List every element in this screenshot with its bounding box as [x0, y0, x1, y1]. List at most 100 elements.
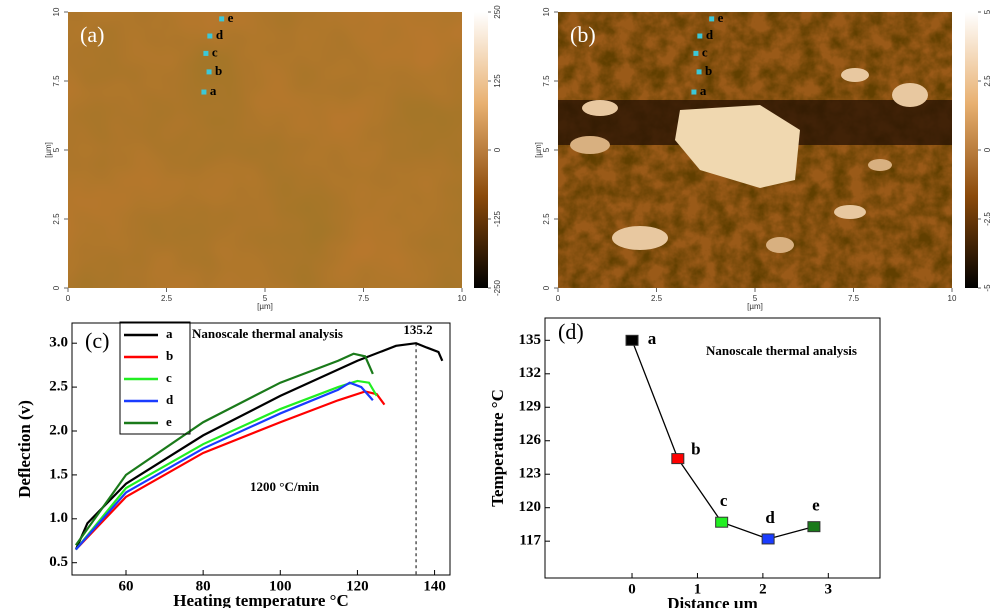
y-tick-label: 0 [542, 285, 551, 290]
y-tick-label: 5 [52, 147, 61, 152]
point-label: e [228, 10, 234, 25]
afm-image-a [68, 12, 462, 288]
point-label: b [705, 63, 712, 78]
y-tick-label: 2.5 [52, 213, 61, 225]
y-tick-label: 2.0 [49, 422, 68, 438]
colorbar-tick-label: 250 [493, 5, 502, 19]
x-tick-label: 5 [263, 294, 268, 303]
point [807, 521, 821, 533]
legend-box [119, 321, 191, 435]
point-label: d [216, 27, 224, 42]
x-axis-label: [µm] [257, 302, 273, 311]
x-tick-label: 80 [196, 578, 211, 594]
y-tick-label: 129 [519, 399, 542, 415]
point [761, 533, 775, 545]
x-tick-label: 3 [825, 581, 833, 597]
point-label: a [648, 329, 657, 348]
x-tick-label: 10 [458, 294, 467, 303]
point-marker [693, 50, 699, 56]
colorbar-tick-label: 125 [493, 74, 502, 88]
y-axis-label: Temperature °C [488, 389, 507, 507]
y-tick-label: 2.5 [542, 213, 551, 225]
x-tick-label: 0 [628, 581, 636, 597]
x-tick-label: 0 [556, 294, 561, 303]
x-tick-label: 5 [753, 294, 758, 303]
marker-label: 135.2 [403, 322, 432, 337]
y-tick-label: 5 [542, 147, 551, 152]
x-tick-label: 2.5 [161, 294, 173, 303]
point-label: b [691, 440, 700, 459]
colorbar-tick-label: 2.5 [983, 75, 992, 87]
point-label: e [812, 496, 820, 515]
point [715, 516, 729, 528]
point-marker [207, 33, 213, 39]
y-tick-label: 10 [542, 7, 551, 16]
x-tick-label: 140 [423, 578, 446, 594]
x-tick-label: 1 [694, 581, 702, 597]
series-line [74, 342, 444, 550]
point-marker [206, 69, 212, 75]
colorbar [474, 12, 488, 288]
colorbar-tick-label: -5 [983, 284, 992, 292]
series-line [74, 352, 374, 546]
point-marker [709, 16, 715, 22]
x-tick-label: 60 [119, 578, 134, 594]
y-tick-label: 1.5 [49, 466, 68, 482]
legend-label: a [166, 326, 173, 341]
colorbar [965, 12, 978, 288]
colorbar-tick-label: -125 [493, 210, 502, 227]
y-tick-label: 7.5 [542, 75, 551, 87]
point-label: c [212, 44, 218, 59]
x-tick-label: 100 [269, 578, 292, 594]
legend-label: c [166, 370, 172, 385]
colorbar-tick-label: -2.5 [983, 212, 992, 226]
y-tick-label: 0 [52, 285, 61, 290]
panel-label: (d) [558, 319, 584, 344]
x-tick-label: 2.5 [651, 294, 663, 303]
x-tick-label: 10 [948, 294, 957, 303]
point [671, 453, 685, 465]
point-marker [203, 50, 209, 56]
frame-d [544, 317, 881, 579]
point [625, 334, 639, 346]
point-label: a [700, 83, 707, 98]
afm-image-b [558, 12, 952, 288]
y-tick-label: 1.0 [49, 510, 68, 526]
panel-label: (b) [570, 22, 596, 47]
point-label: c [720, 491, 728, 510]
colorbar-tick-label: 5 [983, 9, 992, 14]
y-tick-label: 135 [519, 332, 542, 348]
panel-label: (c) [85, 328, 109, 353]
chart-title: Nanoscale thermal analysis [192, 326, 343, 341]
chart-title: Nanoscale thermal analysis [706, 343, 857, 358]
series-line [75, 381, 374, 551]
y-tick-label: 126 [519, 432, 542, 448]
x-tick-label: 120 [346, 578, 369, 594]
panel-label: (a) [80, 22, 104, 47]
x-tick-label: 7.5 [358, 294, 370, 303]
y-tick-label: 3.0 [49, 335, 68, 351]
point-marker [697, 33, 703, 39]
y-axis-label: [µm] [44, 142, 53, 158]
point-label: c [702, 44, 708, 59]
point-label: d [765, 508, 775, 527]
x-tick-label: 2 [759, 581, 767, 597]
point-marker [219, 16, 225, 22]
x-axis-label: Heating temperature °C [173, 591, 349, 608]
y-tick-label: 120 [519, 499, 542, 515]
point-label: a [210, 83, 217, 98]
point-marker [201, 89, 207, 95]
y-tick-label: 123 [519, 466, 542, 482]
legend-label: e [166, 414, 172, 429]
frame-c [71, 322, 451, 576]
y-tick-label: 132 [519, 365, 542, 381]
x-axis-label: Distance µm [667, 594, 758, 608]
y-axis-label: [µm] [534, 142, 543, 158]
point-label: b [215, 63, 222, 78]
note: 1200 °C/min [250, 479, 320, 494]
legend-label: d [166, 392, 174, 407]
colorbar-tick-label: -250 [493, 279, 502, 296]
y-axis-label: Deflection (v) [15, 400, 34, 498]
x-tick-label: 0 [66, 294, 71, 303]
